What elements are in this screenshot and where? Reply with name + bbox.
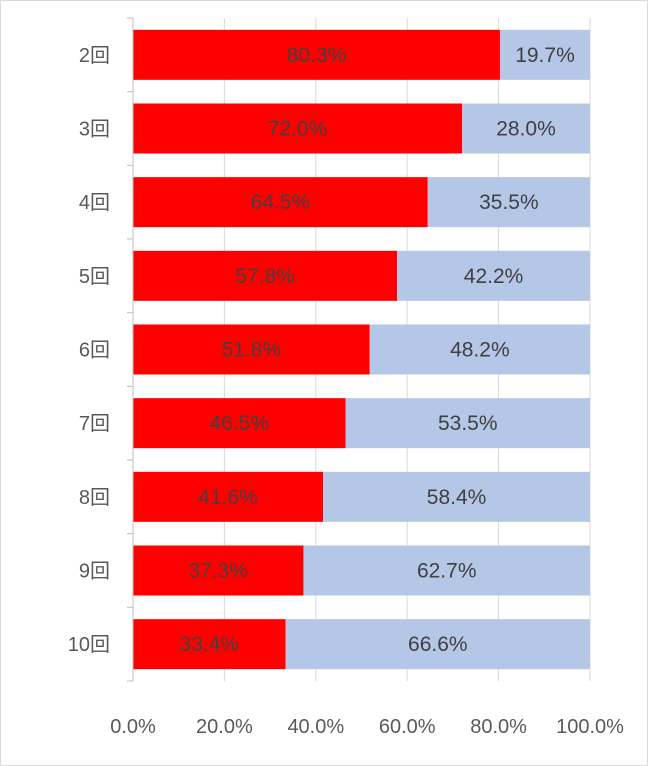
bar-segment bbox=[133, 471, 324, 522]
data-label: 62.7% bbox=[417, 560, 477, 583]
data-label: 19.7% bbox=[515, 44, 575, 67]
bar-segment bbox=[133, 619, 286, 670]
data-label: 51.8% bbox=[222, 339, 282, 362]
bar-segment bbox=[499, 29, 590, 80]
category-label: 2回 bbox=[79, 45, 110, 67]
bar-segment bbox=[303, 545, 590, 596]
category-label: 9回 bbox=[79, 561, 110, 583]
category-label: 10回 bbox=[68, 634, 110, 656]
bar-segment bbox=[133, 545, 304, 596]
data-label: 80.3% bbox=[287, 44, 347, 67]
x-tick-label: 40.0% bbox=[287, 716, 344, 738]
category-label: 5回 bbox=[79, 266, 110, 288]
category-label: 4回 bbox=[79, 192, 110, 214]
category-label: 7回 bbox=[79, 413, 110, 435]
data-label: 37.3% bbox=[188, 560, 248, 583]
category-label: 8回 bbox=[79, 487, 110, 509]
bar-segment bbox=[323, 471, 590, 522]
x-tick-label: 20.0% bbox=[196, 716, 253, 738]
x-tick-label: 60.0% bbox=[379, 716, 436, 738]
bar-segment bbox=[133, 177, 428, 228]
data-label: 72.0% bbox=[268, 118, 328, 141]
x-tick-label: 80.0% bbox=[470, 716, 527, 738]
category-label: 3回 bbox=[79, 119, 110, 141]
bar-segment bbox=[369, 324, 590, 375]
data-label: 57.8% bbox=[235, 265, 295, 288]
bar-segment bbox=[133, 324, 370, 375]
data-label: 48.2% bbox=[450, 339, 510, 362]
bar-segment bbox=[397, 250, 590, 301]
bar-segment bbox=[345, 398, 590, 449]
data-label: 33.4% bbox=[180, 633, 240, 656]
data-label: 42.2% bbox=[464, 265, 524, 288]
bar-segment bbox=[427, 177, 590, 228]
data-label: 35.5% bbox=[479, 191, 539, 214]
bar-segment bbox=[462, 103, 590, 154]
bar-segment bbox=[133, 250, 398, 301]
data-label: 46.5% bbox=[209, 412, 269, 435]
data-label: 66.6% bbox=[408, 633, 468, 656]
category-label: 6回 bbox=[79, 340, 110, 362]
data-label: 58.4% bbox=[427, 486, 487, 509]
bar-segment bbox=[133, 29, 500, 80]
data-label: 53.5% bbox=[438, 412, 498, 435]
bar-segment bbox=[133, 103, 463, 154]
x-tick-label: 100.0% bbox=[556, 716, 624, 738]
data-label: 64.5% bbox=[251, 191, 311, 214]
bar-segment bbox=[133, 398, 346, 449]
x-tick-label: 0.0% bbox=[110, 716, 156, 738]
data-label: 28.0% bbox=[496, 118, 556, 141]
bar-segment bbox=[285, 619, 590, 670]
data-label: 41.6% bbox=[198, 486, 258, 509]
